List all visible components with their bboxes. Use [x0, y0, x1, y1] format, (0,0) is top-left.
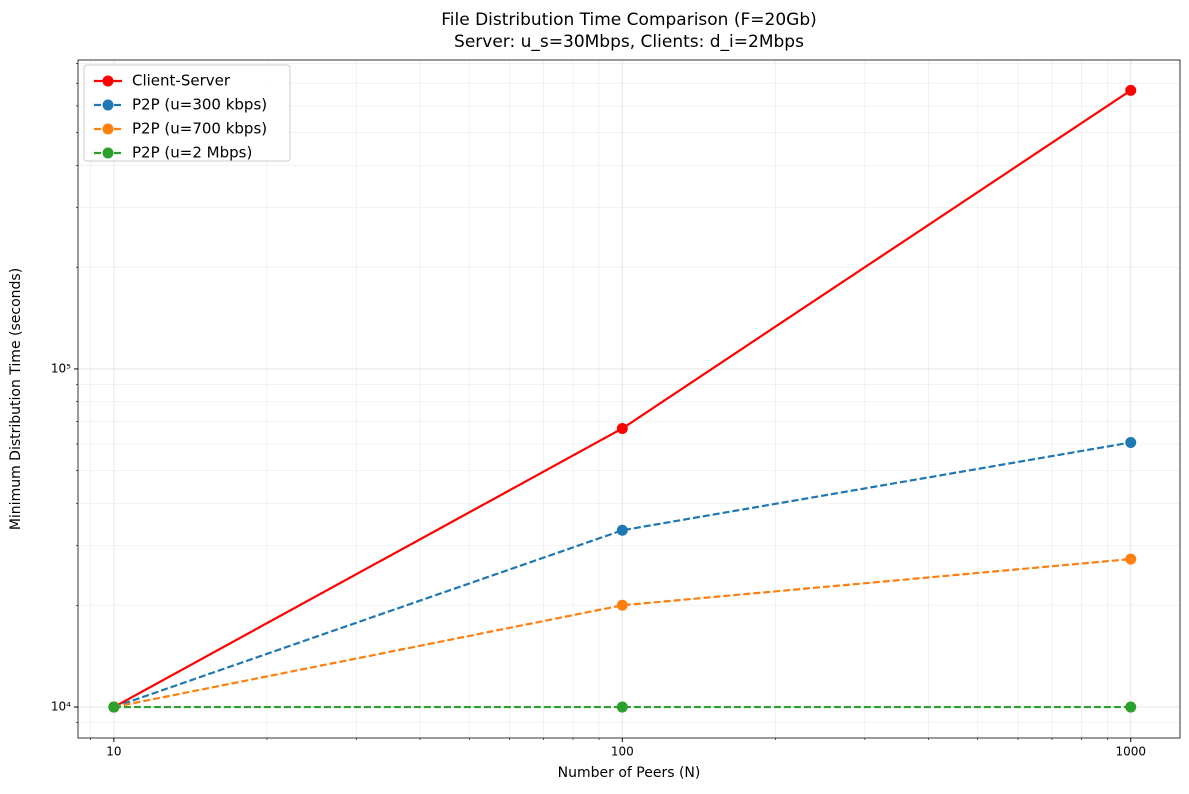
legend-marker — [102, 147, 114, 159]
legend-marker — [102, 75, 114, 87]
series-line — [113, 441, 1131, 709]
y-tick-label: 10⁵ — [51, 361, 71, 375]
data-point — [616, 422, 628, 434]
legend-label: Client-Server — [132, 72, 231, 90]
data-point — [616, 599, 628, 611]
legend-marker — [102, 99, 114, 111]
data-point — [1125, 553, 1137, 565]
data-point — [616, 524, 628, 536]
data-point — [1125, 84, 1137, 96]
x-tick-label: 10 — [106, 745, 121, 759]
x-tick-label: 1000 — [1115, 745, 1146, 759]
legend-label: P2P (u=2 Mbps) — [132, 144, 252, 162]
plot-frame — [77, 59, 1181, 739]
y-axis-label: Minimum Distribution Time (seconds) — [8, 268, 24, 530]
legend-marker — [102, 123, 114, 135]
data-point — [108, 701, 120, 713]
chart-subtitle: Server: u_s=30Mbps, Clients: d_i=2Mbps — [454, 32, 804, 52]
x-tick-label: 100 — [611, 745, 634, 759]
data-point — [1125, 436, 1137, 448]
data-point — [1125, 701, 1137, 713]
legend-label: P2P (u=300 kbps) — [132, 96, 267, 114]
y-tick-label: 10⁴ — [51, 700, 71, 714]
series-line — [113, 557, 1131, 709]
x-axis-label: Number of Peers (N) — [558, 765, 701, 781]
chart-title: File Distribution Time Comparison (F=20G… — [441, 10, 817, 30]
legend-box — [83, 64, 291, 162]
legend-label: P2P (u=700 kbps) — [132, 120, 267, 138]
data-point — [616, 701, 628, 713]
